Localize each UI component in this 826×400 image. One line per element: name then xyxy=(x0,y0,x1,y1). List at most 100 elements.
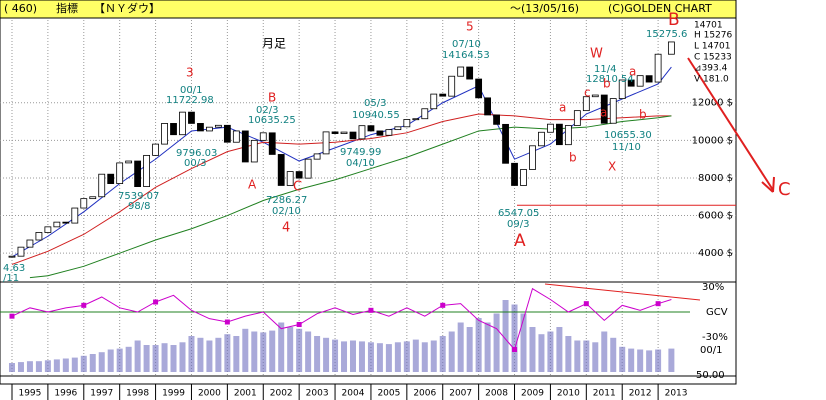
osc-name: GCV xyxy=(706,307,728,318)
volume-bar xyxy=(314,336,321,372)
candle xyxy=(313,153,321,160)
volume-bar xyxy=(224,334,231,372)
annotation: 4.63 xyxy=(3,263,25,274)
volume-bar xyxy=(152,345,159,372)
annotation: A xyxy=(514,231,526,251)
volume-bar xyxy=(385,344,392,372)
volume-bar xyxy=(475,318,482,372)
candle xyxy=(609,98,617,124)
candle xyxy=(349,131,357,140)
y-tick-label: 12000 $ xyxy=(692,98,733,109)
volume-bar xyxy=(466,327,473,372)
osc-tick-label: -30% xyxy=(702,332,728,343)
volume-bar xyxy=(188,336,195,372)
volume-bar xyxy=(215,337,222,372)
candle xyxy=(591,94,599,98)
x-tick-label: 1999 xyxy=(162,389,185,399)
x-tick-label: 2009 xyxy=(521,389,544,399)
candle xyxy=(107,173,115,184)
volume-bar xyxy=(107,349,114,372)
candle xyxy=(125,160,133,164)
candle xyxy=(502,123,509,164)
brand: (C)GOLDEN CHART xyxy=(608,2,712,15)
candle xyxy=(152,143,159,156)
info: C 15233 xyxy=(694,53,732,63)
x-tick-label: 2008 xyxy=(485,389,508,399)
candle xyxy=(295,171,303,179)
volume-bar xyxy=(305,331,312,372)
osc-point xyxy=(9,313,15,319)
volume-bar xyxy=(529,327,536,372)
volume-bar xyxy=(143,345,150,372)
annotation: 4 xyxy=(282,221,290,236)
arrow-head xyxy=(761,176,775,193)
volume-bar xyxy=(520,313,527,372)
volume-bar xyxy=(439,336,446,372)
x-tick-label: 2003 xyxy=(306,389,329,399)
candle xyxy=(241,130,249,163)
annotation: 02/3 xyxy=(256,105,278,116)
candle xyxy=(654,53,662,83)
candle xyxy=(627,79,635,87)
candle xyxy=(53,221,61,228)
arrow xyxy=(687,57,774,191)
candle xyxy=(134,160,142,188)
y-tick-label: 8000 $ xyxy=(698,173,733,184)
candle xyxy=(403,119,411,128)
annotation: W xyxy=(590,47,603,62)
candle xyxy=(98,173,106,198)
candle xyxy=(179,111,186,136)
volume-bar xyxy=(619,346,626,372)
y-tick-label: 10000 $ xyxy=(692,135,733,146)
osc-point xyxy=(224,319,230,325)
candle xyxy=(457,66,465,77)
info: ⊿393.4 xyxy=(694,64,728,74)
x-tick-label: 1996 xyxy=(54,389,77,399)
annotation: 05/3 xyxy=(364,98,386,109)
volume-bar xyxy=(646,350,653,372)
osc-point xyxy=(296,322,302,327)
volume-bar xyxy=(134,340,141,372)
candle xyxy=(484,97,492,116)
candle xyxy=(71,207,79,224)
candle xyxy=(394,126,402,131)
candle xyxy=(564,125,572,146)
code: ( 460) xyxy=(4,2,37,15)
x-tick-label: 2000 xyxy=(198,389,221,399)
candle xyxy=(412,118,420,121)
volume-bar xyxy=(197,337,204,372)
label: 指標 xyxy=(56,1,78,15)
candle xyxy=(358,125,366,140)
x-tick-label: 2007 xyxy=(449,389,472,399)
candle xyxy=(448,75,456,97)
volume-bar xyxy=(125,346,132,372)
annotation: 11/10 xyxy=(612,142,641,153)
y-tick-label: 6000 $ xyxy=(698,211,733,222)
volume-bar xyxy=(547,331,554,372)
volume-bar xyxy=(260,332,267,372)
annotation: B xyxy=(668,10,680,30)
candle xyxy=(80,198,88,209)
volume-bar xyxy=(610,337,617,372)
osc-point xyxy=(655,301,661,307)
volume-bar xyxy=(35,361,42,372)
volume-bar xyxy=(628,348,635,372)
annotation: 3 xyxy=(186,66,194,80)
x-tick-label: 2001 xyxy=(234,389,257,399)
info: V 181.0 xyxy=(694,75,729,85)
volume-bar xyxy=(44,360,51,372)
info: H 15276 xyxy=(694,31,733,41)
volume-bar xyxy=(511,304,518,372)
candle xyxy=(493,114,500,125)
volume-bar xyxy=(394,342,401,372)
volume-bar xyxy=(376,343,383,372)
annotation: A xyxy=(248,178,257,192)
annotation: b xyxy=(569,151,577,165)
osc-point xyxy=(153,299,159,305)
osc-point xyxy=(81,302,87,308)
candle xyxy=(511,162,518,186)
volume-label: 00/1 xyxy=(700,345,722,356)
annotation: 14164.53 xyxy=(442,50,490,61)
volume-bar xyxy=(206,340,213,372)
volume-bar xyxy=(116,348,123,372)
